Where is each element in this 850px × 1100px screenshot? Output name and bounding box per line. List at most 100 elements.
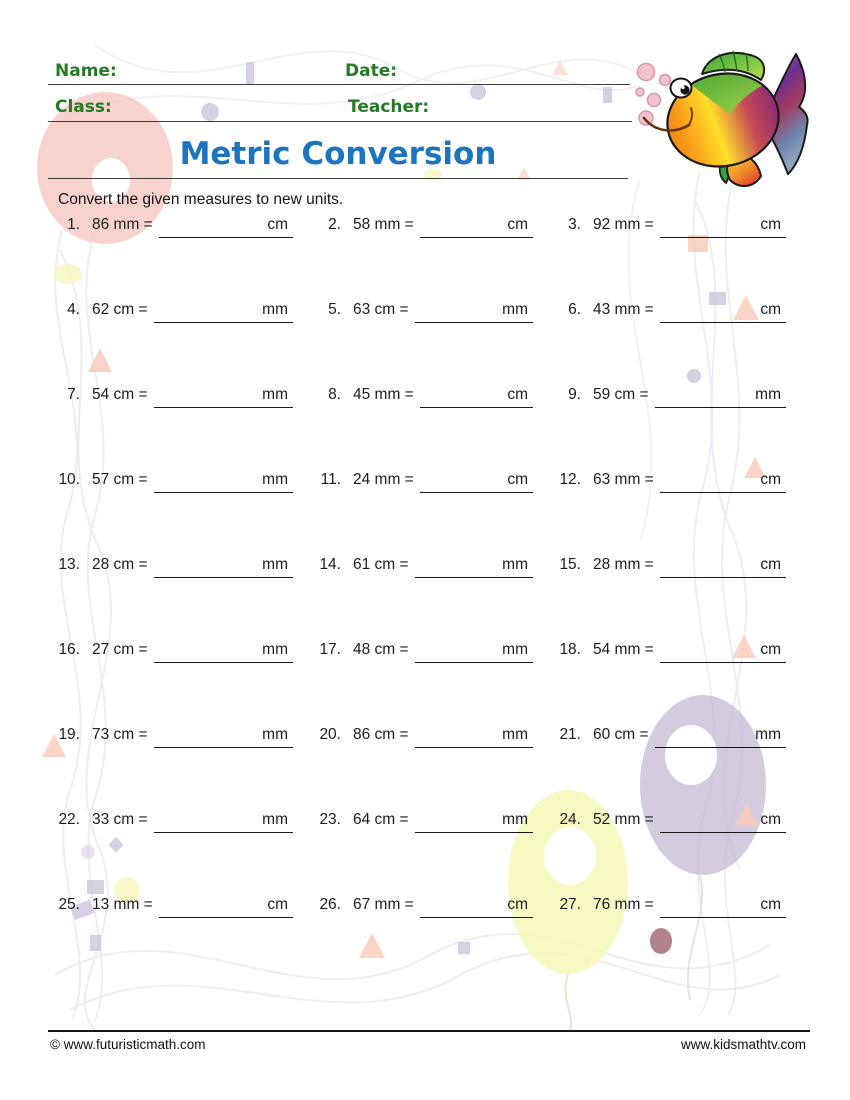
problem-number: 15. — [559, 556, 581, 573]
problem-item: 4. 62 cm = mm — [48, 301, 309, 386]
problem-expression: 60 cm = — [593, 726, 649, 743]
problem-expression: 57 cm = — [92, 471, 148, 488]
problem-number: 1. — [67, 216, 80, 233]
problem-item: 27. 76 mm = cm — [549, 896, 790, 981]
problem-item: 7. 54 cm = mm — [48, 386, 309, 471]
problem-number: 8. — [328, 386, 341, 403]
problem-item: 24. 52 mm = cm — [549, 811, 790, 896]
problem-number: 25. — [58, 896, 80, 913]
target-unit-label: cm — [507, 216, 528, 233]
problem-expression: 48 cm = — [353, 641, 409, 658]
answer-blank[interactable]: mm — [153, 726, 293, 748]
class-teacher-rule — [48, 121, 632, 122]
answer-blank[interactable]: cm — [659, 216, 786, 238]
problem-item: 11. 24 mm = cm — [309, 471, 549, 556]
problem-expression: 92 mm = — [593, 216, 654, 233]
answer-blank[interactable]: mm — [153, 811, 293, 833]
answer-blank[interactable]: mm — [654, 386, 786, 408]
answer-blank[interactable]: cm — [419, 386, 533, 408]
answer-blank[interactable]: mm — [414, 641, 533, 663]
answer-blank[interactable]: mm — [414, 556, 533, 578]
answer-blank[interactable]: mm — [414, 301, 533, 323]
answer-blank[interactable]: cm — [659, 811, 786, 833]
footer-copyright: © www.futuristicmath.com — [50, 1037, 206, 1052]
target-unit-label: mm — [502, 726, 528, 743]
answer-blank[interactable]: cm — [659, 556, 786, 578]
problem-item: 16. 27 cm = mm — [48, 641, 309, 726]
problem-expression: 54 cm = — [92, 386, 148, 403]
answer-blank[interactable]: mm — [414, 726, 533, 748]
problems-grid: 1. 86 mm = cm 2. 58 mm = cm 3. 92 mm = c… — [48, 216, 790, 981]
problem-expression: 76 mm = — [593, 896, 654, 913]
answer-blank[interactable]: mm — [153, 301, 293, 323]
problem-expression: 33 cm = — [92, 811, 148, 828]
problem-expression: 63 cm = — [353, 301, 409, 318]
problem-item: 12. 63 mm = cm — [549, 471, 790, 556]
answer-blank[interactable]: cm — [419, 471, 533, 493]
target-unit-label: cm — [507, 896, 528, 913]
answer-blank[interactable]: cm — [659, 896, 786, 918]
answer-blank[interactable]: cm — [419, 216, 533, 238]
target-unit-label: cm — [267, 216, 288, 233]
target-unit-label: mm — [262, 471, 288, 488]
problem-item: 23. 64 cm = mm — [309, 811, 549, 896]
problem-expression: 27 cm = — [92, 641, 148, 658]
bubbles-icon — [635, 62, 672, 126]
answer-blank[interactable]: cm — [419, 896, 533, 918]
problem-number: 11. — [320, 471, 341, 488]
problem-number: 2. — [328, 216, 341, 233]
answer-blank[interactable]: mm — [153, 386, 293, 408]
fish-illustration — [635, 50, 809, 187]
footer-site: www.kidsmathtv.com — [680, 1037, 806, 1052]
problem-number: 6. — [568, 301, 581, 318]
answer-blank[interactable]: cm — [158, 896, 293, 918]
answer-blank[interactable]: cm — [659, 301, 786, 323]
problem-expression: 58 mm = — [353, 216, 414, 233]
problem-number: 12. — [559, 471, 581, 488]
target-unit-label: mm — [262, 726, 288, 743]
problem-expression: 43 mm = — [593, 301, 654, 318]
target-unit-label: mm — [262, 301, 288, 318]
class-label: Class: — [55, 97, 112, 117]
problem-number: 14. — [319, 556, 341, 573]
problem-number: 16. — [58, 641, 80, 658]
problem-item: 3. 92 mm = cm — [549, 216, 790, 301]
target-unit-label: mm — [262, 811, 288, 828]
problem-number: 24. — [559, 811, 581, 828]
answer-blank[interactable]: cm — [659, 471, 786, 493]
problem-item: 13. 28 cm = mm — [48, 556, 309, 641]
problem-number: 4. — [67, 301, 80, 318]
problem-item: 14. 61 cm = mm — [309, 556, 549, 641]
problem-item: 18. 54 mm = cm — [549, 641, 790, 726]
problem-expression: 28 cm = — [92, 556, 148, 573]
problem-expression: 64 cm = — [353, 811, 409, 828]
problem-item: 15. 28 mm = cm — [549, 556, 790, 641]
answer-blank[interactable]: mm — [153, 556, 293, 578]
answer-blank[interactable]: mm — [414, 811, 533, 833]
problem-item: 5. 63 cm = mm — [309, 301, 549, 386]
problem-number: 18. — [559, 641, 581, 658]
answer-blank[interactable]: mm — [153, 471, 293, 493]
page-title: Metric Conversion — [179, 136, 497, 172]
target-unit-label: cm — [760, 471, 781, 488]
problem-item: 6. 43 mm = cm — [549, 301, 790, 386]
answer-blank[interactable]: cm — [659, 641, 786, 663]
name-date-rule — [48, 84, 630, 85]
problem-number: 17. — [319, 641, 341, 658]
problem-number: 20. — [319, 726, 341, 743]
problem-number: 27. — [559, 896, 581, 913]
target-unit-label: cm — [267, 896, 288, 913]
problem-item: 8. 45 mm = cm — [309, 386, 549, 471]
problem-item: 25. 13 mm = cm — [48, 896, 309, 981]
answer-blank[interactable]: mm — [654, 726, 786, 748]
answer-blank[interactable]: cm — [158, 216, 293, 238]
target-unit-label: mm — [755, 386, 781, 403]
problem-expression: 62 cm = — [92, 301, 148, 318]
problem-expression: 73 cm = — [92, 726, 148, 743]
problem-number: 5. — [328, 301, 341, 318]
problem-expression: 52 mm = — [593, 811, 654, 828]
problem-number: 26. — [319, 896, 341, 913]
target-unit-label: cm — [507, 386, 528, 403]
answer-blank[interactable]: mm — [153, 641, 293, 663]
